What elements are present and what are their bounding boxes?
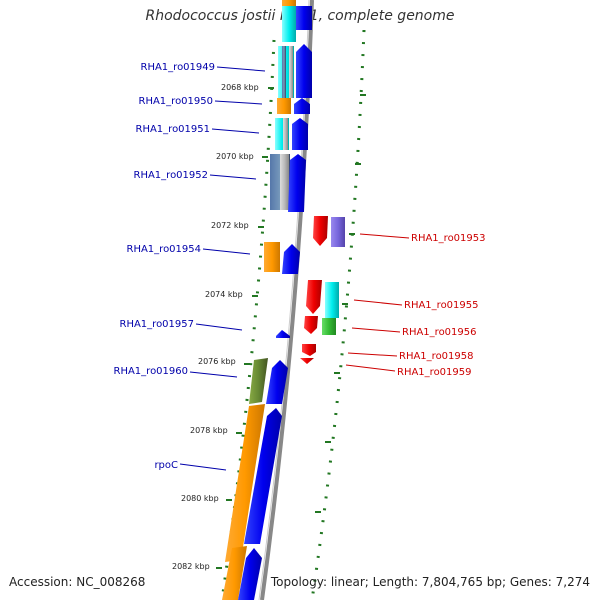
feature-block xyxy=(289,46,293,98)
tick-label: 2082 kbp xyxy=(172,562,210,571)
feature-block xyxy=(283,118,288,150)
gene-label[interactable]: RHA1_ro01950 xyxy=(139,96,214,107)
feature-block xyxy=(280,154,289,210)
cds-arrow xyxy=(296,44,312,98)
cds-arrow xyxy=(292,118,308,150)
gene-label[interactable]: rpoC xyxy=(154,460,178,471)
cds-arrow xyxy=(244,408,282,544)
genome-summary: Topology: linear; Length: 7,804,765 bp; … xyxy=(270,575,590,589)
feature-block xyxy=(282,0,296,6)
tick-label: 2076 kbp xyxy=(198,357,236,366)
tick-labels: 2068 kbp 2070 kbp 2072 kbp 2074 kbp 2076… xyxy=(172,83,259,571)
cds-arrow xyxy=(304,316,318,334)
tick-label: 2070 kbp xyxy=(216,152,254,161)
gene-label[interactable]: RHA1_ro01956 xyxy=(402,327,477,338)
gene-label[interactable]: RHA1_ro01953 xyxy=(411,233,486,244)
feature-block xyxy=(222,546,247,600)
accession-label: Accession: NC_008268 xyxy=(9,575,146,589)
gene-label[interactable]: RHA1_ro01959 xyxy=(397,367,472,378)
cds-arrow xyxy=(288,154,306,212)
gene-label[interactable]: RHA1_ro01957 xyxy=(120,319,195,330)
reverse-cds xyxy=(300,216,345,364)
forward-cds xyxy=(238,6,312,600)
gene-label[interactable]: RHA1_ro01958 xyxy=(399,351,474,362)
cds-arrow xyxy=(302,344,316,356)
tick-marks xyxy=(216,87,366,569)
tick-label: 2080 kbp xyxy=(181,494,219,503)
gene-label[interactable]: RHA1_ro01955 xyxy=(404,300,479,311)
tick-label: 2068 kbp xyxy=(221,83,259,92)
cds-arrow xyxy=(294,98,310,114)
cds-arrow xyxy=(266,360,288,404)
feature-block xyxy=(282,46,286,98)
cds-arrow xyxy=(276,330,290,338)
cds-arrow xyxy=(296,6,312,30)
tick-label: 2074 kbp xyxy=(205,290,243,299)
ruler-left xyxy=(220,39,276,600)
right-gene-labels: RHA1_ro01953 RHA1_ro01955 RHA1_ro01956 R… xyxy=(345,233,486,378)
gene-label[interactable]: RHA1_ro01952 xyxy=(134,170,209,181)
cds-block xyxy=(322,318,336,335)
cds-arrow xyxy=(306,280,322,314)
cds-arrow xyxy=(238,548,262,600)
cds-block xyxy=(331,217,345,247)
gene-label[interactable]: RHA1_ro01951 xyxy=(136,124,211,135)
gene-label[interactable]: RHA1_ro01949 xyxy=(141,62,216,73)
cds-arrow xyxy=(282,244,300,274)
tick-label: 2078 kbp xyxy=(190,426,228,435)
left-gene-labels: RHA1_ro01949 RHA1_ro01950 RHA1_ro01951 R… xyxy=(114,62,266,471)
gene-label[interactable]: RHA1_ro01960 xyxy=(114,366,189,377)
feature-color-blocks xyxy=(222,0,296,600)
cds-arrow xyxy=(313,216,328,246)
cds-arrow xyxy=(300,358,314,364)
feature-block xyxy=(225,404,265,562)
cds-block xyxy=(325,282,339,318)
tick-label: 2072 kbp xyxy=(211,221,249,230)
feature-block xyxy=(249,358,268,404)
feature-block xyxy=(264,242,280,272)
feature-block xyxy=(282,0,296,42)
feature-block xyxy=(277,98,291,114)
gene-label[interactable]: RHA1_ro01954 xyxy=(127,244,202,255)
